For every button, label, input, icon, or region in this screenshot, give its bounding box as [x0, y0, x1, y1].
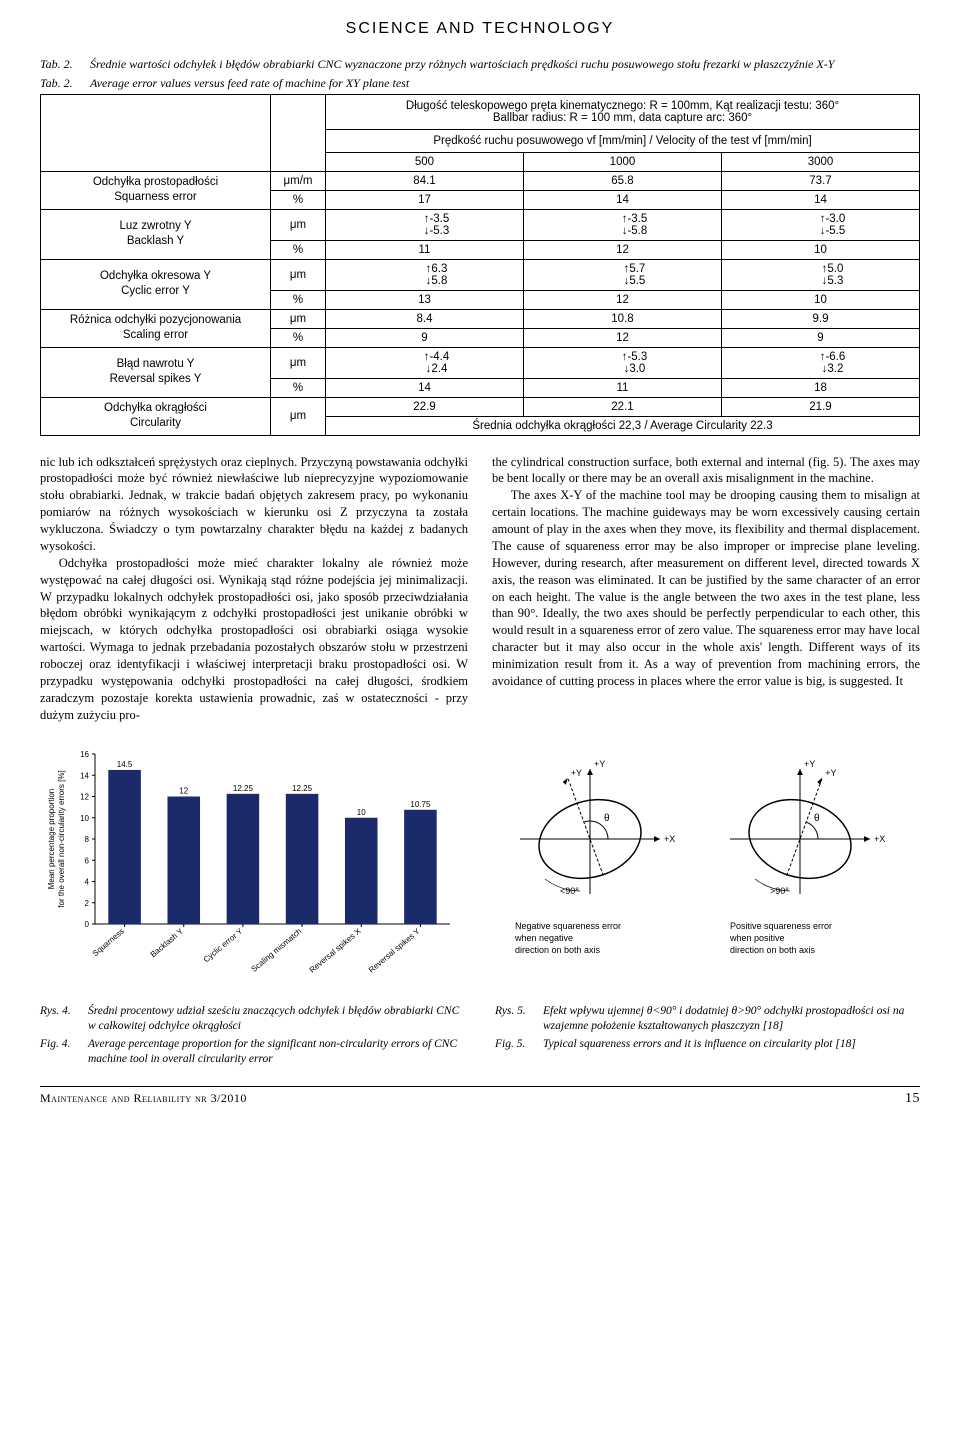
squareness-diagram-svg: +X+Y+Yθ<90°+X+Y+Yθ>90°Negative squarenes… [495, 744, 915, 994]
svg-text:Reversal spikes Y: Reversal spikes Y [367, 926, 422, 974]
svg-text:14: 14 [80, 771, 89, 780]
svg-text:2: 2 [85, 898, 90, 907]
table-caption-block: Tab. 2.Średnie wartości odchyłek i błędó… [40, 56, 920, 92]
page-number: 15 [905, 1091, 920, 1107]
svg-text:Negative squareness error: Negative squareness error [515, 921, 621, 931]
svg-text:Backlash Y: Backlash Y [149, 926, 186, 959]
figure-4-caption: Rys. 4.Średni procentowy udział sześciu … [40, 1004, 465, 1068]
svg-text:10: 10 [80, 813, 89, 822]
figure-4: 0 2 4 6 8 10 12 14 16 14.5 Squarness 12 Backlash Y 12… [40, 744, 465, 1070]
body-column-left: nic lub ich odkształceń sprężystych oraz… [40, 454, 468, 724]
svg-text:for the overall non-circularit: for the overall non-circularity errors [… [57, 770, 66, 907]
body-text: nic lub ich odkształceń sprężystych oraz… [40, 454, 920, 724]
svg-text:Cyclic error Y: Cyclic error Y [202, 926, 245, 964]
svg-text:Squarness: Squarness [91, 926, 126, 957]
svg-text:4: 4 [85, 877, 90, 886]
svg-text:+Y: +Y [594, 759, 605, 769]
svg-text:when positive: when positive [729, 933, 785, 943]
svg-text:+Y: +Y [571, 768, 582, 778]
svg-text:8: 8 [85, 835, 90, 844]
svg-text:Reversal spikes X: Reversal spikes X [308, 926, 363, 974]
svg-text:Positive squareness error: Positive squareness error [730, 921, 832, 931]
figure-5: +X+Y+Yθ<90°+X+Y+Yθ>90°Negative squarenes… [495, 744, 920, 1070]
svg-text:12.25: 12.25 [233, 783, 254, 792]
error-values-table: Długość teleskopowego pręta kinematyczne… [40, 94, 920, 436]
figures-row: 0 2 4 6 8 10 12 14 16 14.5 Squarness 12 Backlash Y 12… [40, 744, 920, 1070]
svg-text:10.75: 10.75 [410, 799, 431, 808]
svg-text:+Y: +Y [825, 768, 836, 778]
svg-text:Mean percentage proportion: Mean percentage proportion [47, 788, 56, 889]
svg-text:12.25: 12.25 [292, 783, 313, 792]
svg-text:6: 6 [85, 856, 90, 865]
svg-text:12: 12 [179, 786, 188, 795]
section-header: SCIENCE AND TECHNOLOGY [40, 20, 920, 38]
svg-text:+Y: +Y [804, 759, 815, 769]
svg-text:direction on both axis: direction on both axis [515, 945, 601, 955]
journal-name: Maintenance and Reliability nr 3/2010 [40, 1091, 247, 1107]
page-footer: Maintenance and Reliability nr 3/2010 15 [40, 1086, 920, 1107]
svg-text:direction on both axis: direction on both axis [730, 945, 816, 955]
body-column-right: the cylindrical construction surface, bo… [492, 454, 920, 724]
svg-text:16: 16 [80, 750, 89, 759]
svg-text:12: 12 [80, 792, 89, 801]
svg-text:10: 10 [357, 807, 366, 816]
svg-text:when negative: when negative [514, 933, 573, 943]
bar-chart-svg: 0 2 4 6 8 10 12 14 16 14.5 Squarness 12 Backlash Y 12… [40, 744, 460, 994]
svg-text:Scaling mismatch: Scaling mismatch [250, 926, 304, 973]
svg-text:+X: +X [874, 834, 885, 844]
figure-5-caption: Rys. 5.Efekt wpływu ujemnej θ<90° i doda… [495, 1004, 920, 1053]
svg-text:θ: θ [814, 813, 820, 824]
svg-text:14.5: 14.5 [117, 760, 133, 769]
svg-text:0: 0 [85, 920, 90, 929]
svg-text:θ: θ [604, 813, 610, 824]
svg-text:+X: +X [664, 834, 675, 844]
